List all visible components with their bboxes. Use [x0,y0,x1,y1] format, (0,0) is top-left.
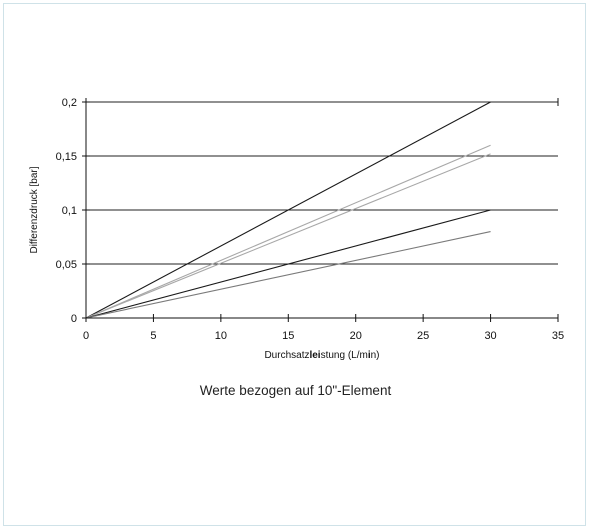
y-tick-label-0: 0 [71,313,77,325]
chart-caption: Werte bezogen auf 10"-Element [199,383,392,398]
x-tick-label-6: 30 [484,330,496,342]
y-tick-label-1: 0,05 [56,259,77,271]
x-tick-label-3: 15 [282,330,294,342]
series-line-4 [85,209,491,319]
x-tick-label-4: 20 [350,330,362,342]
series-lines [85,101,491,319]
series-line-2 [85,144,491,319]
x-axis-label-part-4: n) [371,350,380,361]
x-axis-label-part-2: stung (L/m [321,350,368,361]
y-axis-label: Differenzdruck [bar] [29,166,40,253]
x-tick-label-2: 10 [215,330,227,342]
x-axis-label-part-0: Durchsatz [264,350,309,361]
series-line-3 [85,153,491,319]
series-line-5 [85,231,491,319]
x-tick-label-1: 5 [150,330,156,342]
x-tick-label-5: 25 [417,330,429,342]
x-axis-label-part-1: lei [309,350,320,361]
series-line-1 [85,101,491,319]
x-tick-label-0: 0 [83,330,89,342]
x-axis-label-part-3: i [368,350,371,361]
y-tick-label-4: 0,2 [62,97,77,109]
y-axis-ticks: 0 0,05 0,1 0,15 0,2 [56,97,90,325]
x-tick-label-7: 35 [552,330,564,342]
gridlines [86,101,558,265]
y-tick-label-3: 0,15 [56,151,77,163]
y-tick-label-2: 0,1 [62,205,77,217]
x-axis-label: Durchsatzleistung (L/min) [264,350,379,361]
chart-frame [3,3,586,526]
axes [85,98,559,319]
